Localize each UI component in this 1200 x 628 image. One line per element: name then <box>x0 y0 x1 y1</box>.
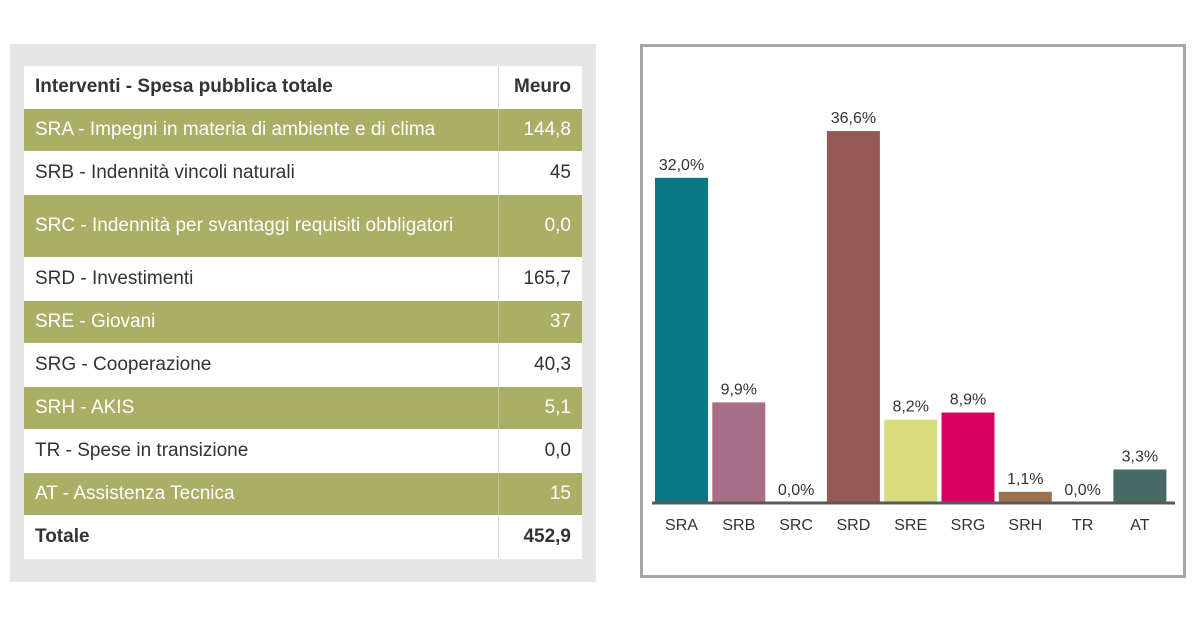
bar-sra <box>655 177 708 504</box>
tick-label-srd: SRD <box>837 517 871 534</box>
data-label-sre: 8,2% <box>892 399 928 416</box>
tick-label-srh: SRH <box>1008 517 1042 534</box>
bar-at <box>1113 469 1167 503</box>
row-value: 144,8 <box>497 108 582 152</box>
data-label-tr: 0,0% <box>1064 482 1100 499</box>
table-row: SRD - Investimenti 165,7 <box>24 257 582 301</box>
bar-srb <box>712 402 766 503</box>
row-label: SRC - Indennità per svantaggi requisiti … <box>24 194 498 258</box>
data-label-srg: 8,9% <box>950 392 986 409</box>
tick-label-src: SRC <box>779 517 813 534</box>
header-unit: Meuro <box>497 66 582 109</box>
row-label: SRH - AKIS <box>24 386 498 430</box>
row-label: SRB - Indennità vincoli naturali <box>24 151 498 195</box>
spending-table: Interventi - Spesa pubblica totale Meuro… <box>24 66 582 559</box>
table-row: SRH - AKIS 5,1 <box>24 386 582 430</box>
row-label: SRE - Giovani <box>24 300 498 344</box>
bar-sre <box>884 419 938 503</box>
row-value: 0,0 <box>497 429 582 473</box>
tick-label-srb: SRB <box>722 517 755 534</box>
spending-table-panel: Interventi - Spesa pubblica totale Meuro… <box>10 44 596 582</box>
table-row: SRA - Impegni in materia di ambiente e d… <box>24 108 582 152</box>
bar-srd <box>826 131 880 503</box>
row-label: AT - Assistenza Tecnica <box>24 472 498 516</box>
data-label-src: 0,0% <box>778 482 814 499</box>
table-total-row: Totale 452,9 <box>24 515 582 559</box>
row-value: 45 <box>497 151 582 195</box>
table-row: AT - Assistenza Tecnica 15 <box>24 472 582 516</box>
tick-label-sra: SRA <box>665 517 698 534</box>
row-label: SRG - Cooperazione <box>24 343 498 387</box>
row-label: SRD - Investimenti <box>24 257 498 301</box>
row-label: SRA - Impegni in materia di ambiente e d… <box>24 108 498 152</box>
tick-label-tr: TR <box>1072 517 1093 534</box>
row-value: 37 <box>497 300 582 344</box>
row-value: 5,1 <box>497 386 582 430</box>
total-label: Totale <box>24 515 498 559</box>
row-value: 165,7 <box>497 257 582 301</box>
row-value: 15 <box>497 472 582 516</box>
bar-srg <box>941 412 995 503</box>
data-label-srb: 9,9% <box>721 381 757 398</box>
row-label: TR - Spese in transizione <box>24 429 498 473</box>
table-row: SRB - Indennità vincoli naturali 45 <box>24 151 582 195</box>
row-value: 40,3 <box>497 343 582 387</box>
data-label-srh: 1,1% <box>1007 471 1043 488</box>
table-row: SRG - Cooperazione 40,3 <box>24 343 582 387</box>
bar-chart: 32,0% SRA 9,9% SRB 0,0% SRC 36,6% SRD 8,2% SRE 8,9… <box>652 110 1175 534</box>
chart-panel: 32,0% SRA 9,9% SRB 0,0% SRC 36,6% SRD 8,2% SRE 8,9… <box>640 44 1186 578</box>
tick-label-at: AT <box>1130 517 1149 534</box>
data-label-srd: 36,6% <box>831 110 876 127</box>
bar-srh <box>998 491 1052 503</box>
data-label-sra: 32,0% <box>659 157 704 174</box>
table-header-row: Interventi - Spesa pubblica totale Meuro <box>24 66 582 109</box>
table-row: TR - Spese in transizione 0,0 <box>24 429 582 473</box>
row-value: 0,0 <box>497 194 582 258</box>
header-interventions: Interventi - Spesa pubblica totale <box>24 66 498 109</box>
tick-label-srg: SRG <box>951 517 986 534</box>
table-row: SRE - Giovani 37 <box>24 300 582 344</box>
table-row: SRC - Indennità per svantaggi requisiti … <box>24 194 582 258</box>
tick-label-sre: SRE <box>894 517 927 534</box>
total-value: 452,9 <box>497 515 582 559</box>
data-label-at: 3,3% <box>1122 448 1158 465</box>
